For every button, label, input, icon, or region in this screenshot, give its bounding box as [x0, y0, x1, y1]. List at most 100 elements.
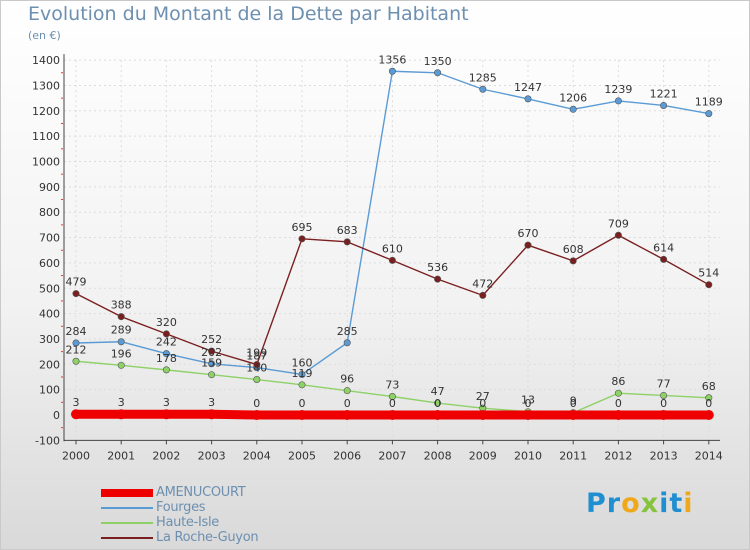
- data-label-amenucourt: 3: [73, 396, 80, 409]
- data-point-fourges: [614, 97, 622, 105]
- data-label-fourges: 1247: [514, 81, 542, 94]
- data-point-amenucourt: [206, 409, 217, 420]
- data-label-la-roche-guyon: 479: [66, 276, 87, 289]
- legend-swatch-haute-isle: [101, 522, 153, 524]
- data-label-la-roche-guyon: 695: [292, 221, 313, 234]
- data-point-fourges: [208, 360, 216, 368]
- data-point-haute-isle: [162, 366, 170, 374]
- logo-letter: x: [640, 488, 660, 519]
- x-tick-label: 2006: [333, 449, 361, 462]
- data-label-la-roche-guyon: 252: [201, 333, 222, 346]
- x-tick-label: 2009: [469, 449, 497, 462]
- data-label-haute-isle: 196: [111, 347, 132, 360]
- legend-swatch-fourges: [101, 507, 153, 509]
- data-point-amenucourt: [477, 410, 488, 420]
- logo-letter: P: [586, 488, 607, 519]
- data-label-fourges: 285: [337, 325, 358, 338]
- data-label-amenucourt: 0: [615, 397, 622, 410]
- data-point-amenucourt: [432, 410, 443, 420]
- x-tick-label: 2008: [424, 449, 452, 462]
- data-point-fourges: [117, 338, 125, 346]
- data-label-fourges: 1350: [424, 55, 452, 68]
- data-label-fourges: 1239: [604, 83, 632, 96]
- logo-letter: r: [606, 488, 622, 519]
- y-tick-label: 800: [39, 206, 60, 219]
- chart-subtitle: (en €): [28, 29, 61, 42]
- data-label-amenucourt: 0: [389, 397, 396, 410]
- data-label-haute-isle: 119: [292, 367, 313, 380]
- data-label-la-roche-guyon: 199: [246, 347, 267, 360]
- data-point-la-roche-guyon: [434, 275, 442, 283]
- data-label-amenucourt: 3: [208, 396, 215, 409]
- data-label-fourges: 1206: [559, 91, 587, 104]
- y-tick-label: 600: [39, 257, 60, 270]
- data-label-la-roche-guyon: 388: [111, 299, 132, 312]
- x-tick-label: 2007: [378, 449, 406, 462]
- data-label-amenucourt: 0: [660, 397, 667, 410]
- data-point-amenucourt: [71, 409, 81, 420]
- y-tick-label: 200: [39, 358, 60, 371]
- data-point-fourges: [162, 350, 170, 358]
- data-label-haute-isle: 47: [431, 385, 445, 398]
- logo-letter: i: [683, 488, 694, 519]
- data-label-haute-isle: 178: [156, 352, 177, 365]
- data-point-la-roche-guyon: [660, 255, 668, 263]
- y-tick-label: 900: [39, 181, 60, 194]
- data-point-amenucourt: [161, 409, 172, 420]
- data-label-fourges: 187: [246, 350, 267, 363]
- y-tick-label: 0: [53, 409, 60, 422]
- data-point-fourges: [72, 339, 80, 347]
- data-label-haute-isle: 9: [570, 395, 577, 408]
- data-label-amenucourt: 0: [570, 397, 577, 410]
- data-point-la-roche-guyon: [524, 241, 532, 249]
- legend-item-la-roche-guyon: La Roche-Guyon: [101, 530, 341, 546]
- legend-swatch-amenucourt: [101, 489, 153, 497]
- data-point-haute-isle: [434, 399, 442, 407]
- data-point-la-roche-guyon: [343, 238, 351, 246]
- data-label-haute-isle: 77: [657, 377, 671, 390]
- data-point-amenucourt: [658, 410, 669, 420]
- data-label-fourges: 1285: [469, 71, 497, 84]
- x-tick-label: 2002: [152, 449, 180, 462]
- legend-item-amenucourt: AMENUCOURT: [101, 485, 341, 501]
- y-tick-label: 1100: [32, 130, 60, 143]
- data-point-la-roche-guyon: [479, 291, 487, 299]
- y-tick-label: 100: [39, 384, 60, 397]
- logo-letter: i: [659, 488, 670, 519]
- data-label-haute-isle: 13: [521, 394, 535, 407]
- data-point-haute-isle: [253, 376, 261, 384]
- y-tick-label: 300: [39, 333, 60, 346]
- data-label-haute-isle: 86: [611, 375, 625, 388]
- y-tick-label: 1000: [32, 156, 60, 169]
- data-point-la-roche-guyon: [388, 256, 396, 264]
- data-label-fourges: 242: [156, 336, 177, 349]
- data-label-haute-isle: 212: [66, 343, 87, 356]
- data-label-fourges: 160: [292, 356, 313, 369]
- data-label-la-roche-guyon: 709: [608, 217, 629, 230]
- x-tick-label: 2013: [650, 449, 678, 462]
- data-label-la-roche-guyon: 536: [427, 261, 448, 274]
- data-label-la-roche-guyon: 472: [472, 277, 493, 290]
- data-point-amenucourt: [523, 410, 533, 420]
- data-label-amenucourt: 0: [705, 397, 712, 410]
- proxiti-logo: Proxiti: [586, 488, 694, 519]
- data-label-amenucourt: 0: [344, 397, 351, 410]
- data-point-amenucourt: [297, 410, 307, 420]
- data-label-haute-isle: 96: [340, 373, 354, 386]
- legend-swatch-la-roche-guyon: [101, 537, 153, 539]
- data-label-amenucourt: 3: [118, 396, 125, 409]
- data-label-la-roche-guyon: 608: [563, 243, 584, 256]
- data-point-fourges: [524, 95, 532, 103]
- data-label-amenucourt: 0: [253, 397, 260, 410]
- data-label-amenucourt: 0: [479, 397, 486, 410]
- data-point-haute-isle: [72, 357, 80, 365]
- data-label-haute-isle: 27: [476, 390, 490, 403]
- data-point-amenucourt: [568, 410, 579, 420]
- y-tick-label: 400: [39, 308, 60, 321]
- data-point-la-roche-guyon: [614, 231, 622, 239]
- line-chart: -100010020030040050060070080090010001100…: [32, 53, 723, 462]
- data-label-la-roche-guyon: 514: [698, 267, 719, 280]
- x-tick-label: 2012: [604, 449, 632, 462]
- data-point-haute-isle: [614, 389, 622, 397]
- data-label-fourges: 1356: [378, 53, 406, 66]
